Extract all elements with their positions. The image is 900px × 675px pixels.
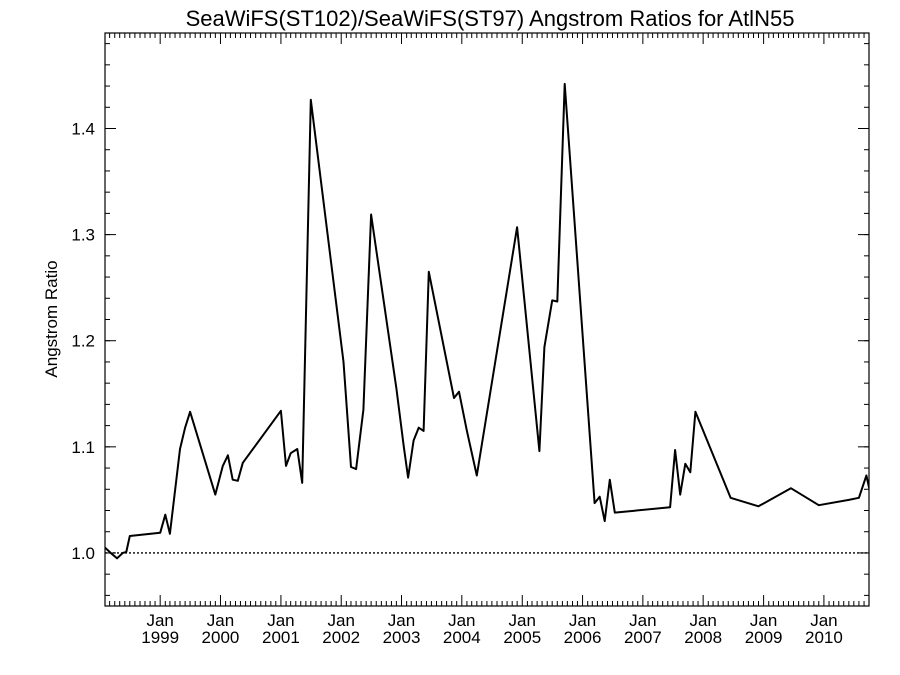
plot-frame bbox=[104, 32, 870, 607]
x-tick-label-month: Jan bbox=[629, 611, 656, 630]
x-tick-label-month: Jan bbox=[328, 611, 355, 630]
x-tick-label-year: 2005 bbox=[503, 628, 541, 647]
y-axis: 1.0 1.1 1.2 1.3 1.4 bbox=[71, 43, 869, 596]
x-tick-label-month: Jan bbox=[388, 611, 415, 630]
x-tick-label-year: 2001 bbox=[262, 628, 300, 647]
x-tick-label-month: Jan bbox=[146, 611, 173, 630]
x-tick-label-month: Jan bbox=[689, 611, 716, 630]
y-tick-label: 1.0 bbox=[71, 544, 95, 563]
y-tick-label: 1.4 bbox=[71, 120, 95, 139]
x-tick-label-year: 2003 bbox=[383, 628, 421, 647]
x-tick-label-month: Jan bbox=[448, 611, 475, 630]
x-tick-label-month: Jan bbox=[569, 611, 596, 630]
x-tick-label-year: 2006 bbox=[564, 628, 602, 647]
y-tick-label: 1.3 bbox=[71, 226, 95, 245]
x-tick-label-month: Jan bbox=[810, 611, 837, 630]
x-tick-label-month: Jan bbox=[750, 611, 777, 630]
chart-title: SeaWiFS(ST102)/SeaWiFS(ST97) Angstrom Ra… bbox=[186, 6, 795, 31]
series-line-1 bbox=[105, 82, 869, 560]
x-tick-label-year: 2002 bbox=[322, 628, 360, 647]
x-tick-label-year: 2007 bbox=[624, 628, 662, 647]
y-tick-label: 1.2 bbox=[71, 332, 95, 351]
x-tick-label-year: 2000 bbox=[202, 628, 240, 647]
x-tick-label-month: Jan bbox=[207, 611, 234, 630]
x-tick-label-month: Jan bbox=[509, 611, 536, 630]
x-tick-label-year: 2010 bbox=[805, 628, 843, 647]
series-layer bbox=[105, 82, 869, 560]
x-axis: Jan1999Jan2000Jan2001Jan2002Jan2003Jan20… bbox=[104, 33, 870, 647]
x-tick-label-year: 2008 bbox=[684, 628, 722, 647]
x-tick-label-year: 2009 bbox=[745, 628, 783, 647]
y-tick-label: 1.1 bbox=[71, 438, 95, 457]
x-tick-label-year: 2004 bbox=[443, 628, 481, 647]
x-tick-label-year: 1999 bbox=[141, 628, 179, 647]
x-tick-label-month: Jan bbox=[267, 611, 294, 630]
y-axis-label: Angstrom Ratio bbox=[42, 260, 61, 377]
